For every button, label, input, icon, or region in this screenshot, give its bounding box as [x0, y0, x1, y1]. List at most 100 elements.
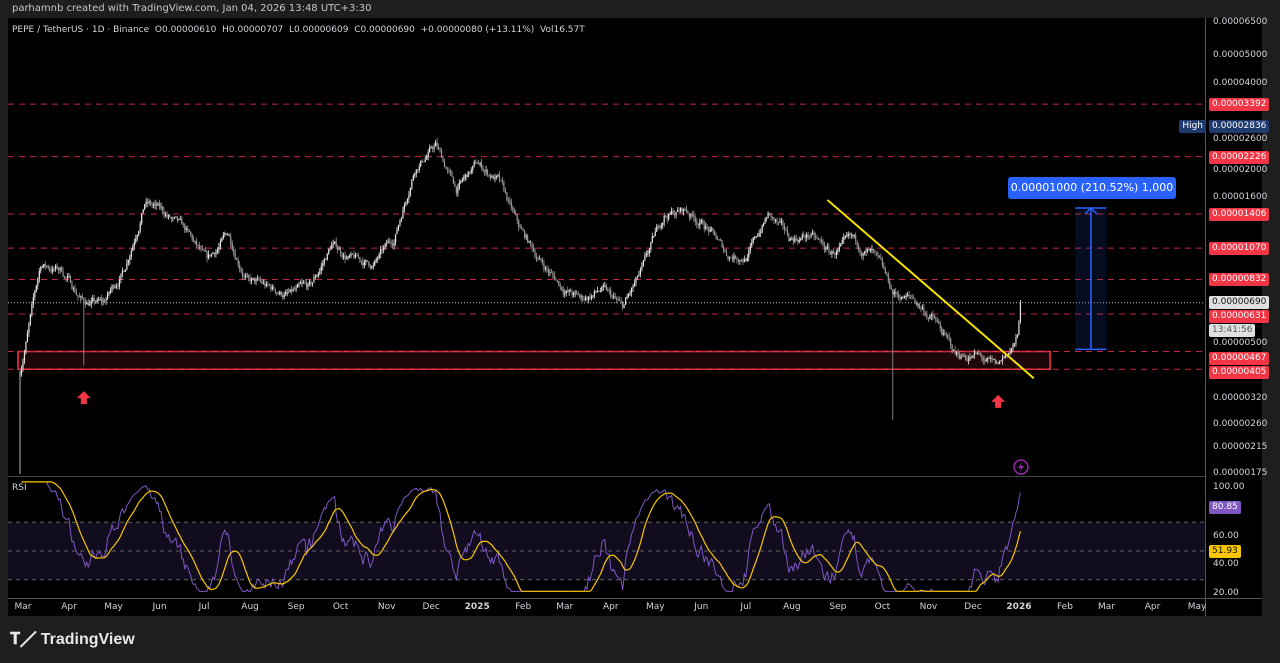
candle-body: [375, 258, 377, 261]
candle-body: [766, 218, 768, 220]
price-tick-label: 0.00006500: [1213, 17, 1268, 27]
support-zone-box: [17, 350, 1051, 371]
time-axis-label: Jun: [694, 602, 709, 612]
candle-body: [204, 251, 207, 252]
measure-label[interactable]: 0.00001000 (210.52%) 1,000: [1008, 177, 1176, 199]
symbol-name[interactable]: PEPE / TetherUS · 1D · Binance: [12, 25, 150, 35]
price-tick-label: 0.00000320: [1213, 392, 1268, 403]
candle-body: [179, 218, 181, 220]
candle-body: [834, 253, 836, 256]
candle-body: [947, 335, 949, 337]
candle-body: [616, 298, 618, 300]
candle-body: [884, 268, 886, 274]
candle-body: [246, 275, 248, 277]
candle-body: [564, 293, 566, 295]
candle-body: [516, 214, 518, 221]
candle-body: [1013, 343, 1016, 345]
candle-body: [362, 261, 364, 266]
chart-frame[interactable]: [8, 18, 1262, 616]
candle-body: [448, 170, 450, 172]
price-tick-label: 0.00005000: [1213, 49, 1268, 60]
ohlc-high: H0.00000707: [222, 25, 284, 35]
candle-body: [730, 257, 732, 259]
candle-body: [893, 291, 895, 295]
candle-body: [90, 300, 92, 304]
time-axis-label: Nov: [377, 602, 396, 612]
level-price-tag: 0.00000631: [1209, 309, 1270, 323]
candle-body: [489, 175, 492, 178]
candle-body: [553, 274, 555, 280]
candle-body: [368, 261, 370, 266]
candle-body: [78, 296, 80, 298]
candle-body: [558, 280, 560, 286]
candle-body: [331, 244, 333, 250]
candle-body: [920, 307, 922, 309]
candle-body: [708, 227, 710, 232]
candle-body: [880, 257, 882, 260]
candle-body: [458, 182, 460, 188]
candle-body: [574, 292, 576, 294]
up-arrow-icon: [991, 394, 1006, 408]
candle-body: [875, 251, 878, 253]
candle-body: [479, 162, 481, 165]
candle-body: [77, 294, 79, 297]
candle-body: [457, 187, 459, 194]
candle-body: [737, 259, 740, 262]
candle-body: [488, 174, 490, 176]
candle-body: [930, 314, 932, 317]
candle-body: [950, 338, 952, 346]
level-price-tag: 0.00002226: [1209, 150, 1270, 164]
candle-body: [157, 203, 159, 206]
candle-body: [305, 282, 308, 288]
candle-body: [215, 252, 217, 255]
candle-body: [351, 253, 354, 255]
candle-body: [261, 280, 263, 284]
candle-body: [801, 235, 803, 239]
price-tick-label: 0.00000260: [1213, 418, 1268, 429]
candle-body: [292, 289, 294, 292]
candle-body: [933, 316, 935, 319]
candle-body: [685, 208, 688, 212]
candle-body: [905, 296, 907, 297]
candle-body: [602, 285, 604, 287]
candle-body: [590, 296, 593, 299]
candle-body: [703, 224, 705, 229]
candle-body: [660, 224, 662, 228]
candle-body: [953, 349, 955, 351]
candle-body: [936, 320, 938, 322]
candle-body: [543, 263, 545, 269]
candle-body: [755, 236, 757, 238]
candle-body: [546, 268, 548, 270]
candle-body: [326, 253, 328, 260]
candle-body: [816, 237, 818, 239]
tradingview-logo[interactable]: 𝐓╱ TradingView: [10, 631, 135, 649]
time-axis-label: Oct: [874, 602, 891, 612]
candle-body: [941, 328, 943, 335]
candle-body: [213, 252, 216, 255]
candle-body: [222, 234, 224, 238]
candle-body: [288, 292, 290, 293]
candle-body: [147, 201, 149, 203]
rsi-title[interactable]: RSI: [12, 483, 27, 493]
candle-body: [589, 296, 591, 299]
candle-body: [669, 213, 671, 215]
candle-body: [604, 285, 606, 287]
high-label: High: [1179, 120, 1206, 134]
candle-body: [812, 232, 814, 235]
candle-body: [785, 229, 787, 231]
candle-body: [528, 241, 530, 243]
candle-body: [717, 238, 719, 240]
candle-body: [280, 291, 282, 295]
candle-body: [59, 267, 61, 271]
candle-body: [167, 215, 170, 217]
chart-canvas[interactable]: [8, 18, 1262, 616]
candle-body: [491, 175, 493, 178]
candle-body: [142, 209, 144, 214]
price-change: +0.00000080 (+13.11%): [420, 25, 535, 35]
candle-body: [679, 207, 682, 212]
candle-body: [544, 268, 547, 269]
candle-body: [576, 292, 578, 293]
candle-body: [659, 226, 661, 228]
candle-body: [151, 204, 153, 206]
candle-body: [847, 233, 849, 236]
